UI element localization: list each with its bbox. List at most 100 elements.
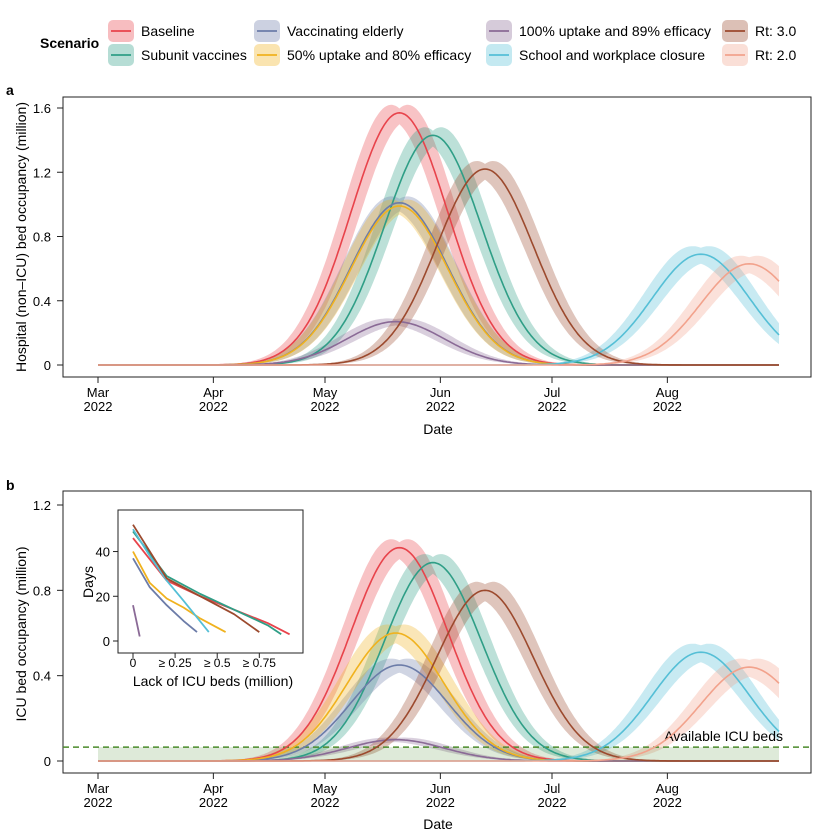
x-tick-label: 2022 [84,399,113,414]
panel-b-lines [98,546,780,762]
panel-a-label: a [6,82,14,98]
panel-a-lines [98,111,780,366]
inset-line-100-uptake-and-89-efficacy [132,605,141,637]
legend-item-50-uptake-and-80-efficacy: 50% uptake and 80% efficacy [254,44,471,66]
x-tick-label: Mar [87,781,110,796]
panel-a-y-axis: 0 0.4 0.8 1.2 1.6 [33,101,63,373]
y-tick-label: 0 [44,754,51,769]
inset-y-tick-label: 0 [103,634,110,649]
inset-x-tick-label: 0 [130,656,137,670]
x-tick-label: May [313,385,338,400]
x-tick-label: 2022 [426,795,455,810]
x-tick-label: 2022 [653,795,682,810]
legend: Scenario Baseline Subunit vaccines Vaccina… [40,20,796,66]
inset-x-tick-label: ≥ 0.75 [243,656,277,670]
inset-x-tick-label: ≥ 0.25 [158,656,192,670]
band-baseline [98,539,779,761]
legend-item-vaccinating-elderly: Vaccinating elderly [254,20,403,42]
x-tick-label: Apr [203,385,224,400]
y-tick-label: 0.8 [33,583,51,598]
x-tick-label: Jun [430,385,451,400]
legend-label: Baseline [141,23,195,39]
band-rt-3-0 [98,581,779,761]
legend-item-baseline: Baseline [108,20,195,42]
inset-x-tick-label: ≥ 0.5 [204,656,231,670]
panel-b-ylabel: ICU bed occupancy (million) [13,546,29,721]
panel-b-x-axis: Mar2022Apr2022May2022Jun2022Jul2022Aug20… [84,773,682,810]
x-tick-label: 2022 [426,399,455,414]
x-tick-label: Aug [656,385,679,400]
legend-label: Subunit vaccines [141,47,247,63]
panel-a-xlabel: Date [423,421,453,437]
x-tick-label: 2022 [199,399,228,414]
inset-axes: 0 20 40 0 ≥ 0.25 ≥ 0.5 ≥ 0.75 [96,545,277,670]
x-tick-label: Jul [544,781,561,796]
x-tick-label: Jul [544,385,561,400]
y-tick-label: 1.2 [33,498,51,513]
panel-b-label: b [6,477,15,493]
x-tick-label: 2022 [199,795,228,810]
y-tick-label: 1.2 [33,165,51,180]
inset-line-school-and-workplace-closure [132,528,210,633]
panel-a-x-axis: Mar2022Apr2022May2022Jun2022Jul2022Aug20… [84,377,682,414]
legend-label: 100% uptake and 89% efficacy [519,23,711,39]
band-school-and-workplace-closure [98,246,779,365]
inset-line-rt-3-0 [132,524,260,633]
x-tick-label: Apr [203,781,224,796]
threshold-area [98,747,779,761]
inset-y-tick-label: 20 [96,589,110,604]
panel-b-y-axis: 0 0.4 0.8 1.2 [33,498,63,769]
x-tick-label: Aug [656,781,679,796]
band-rt-3-0 [98,161,779,365]
x-tick-label: 2022 [538,399,567,414]
y-tick-label: 1.6 [33,101,51,116]
inset: 0 20 40 0 ≥ 0.25 ≥ 0.5 ≥ 0.75 Lack of ICU beds… [80,509,304,689]
y-tick-label: 0.4 [33,294,51,309]
panel-a: a 00.40.81.21.6 Mar2022Apr2022May2022Jun… [6,82,812,437]
inset-line-50-uptake-and-80-efficacy [132,551,227,633]
x-tick-label: Mar [87,385,110,400]
band-100-uptake-and-89-efficacy [98,318,779,365]
legend-label: Rt: 2.0 [755,47,796,63]
band-vaccinating-elderly [98,196,779,365]
legend-item-rt-2-0: Rt: 2.0 [722,44,796,66]
legend-label: 50% uptake and 80% efficacy [287,47,471,63]
panel-b: b 00.40.81.2 Mar2022Apr2022May2022Jun202… [6,477,812,832]
x-tick-label: 2022 [538,795,567,810]
inset-lines [132,524,291,637]
x-tick-label: 2022 [84,795,113,810]
x-tick-label: 2022 [653,399,682,414]
band-100-uptake-and-89-efficacy [98,737,779,761]
band-vaccinating-elderly [98,658,779,761]
x-tick-label: May [313,781,338,796]
y-tick-label: 0.4 [33,669,51,684]
line-rt-2-0 [98,666,780,762]
legend-item-subunit-vaccines: Subunit vaccines [108,44,247,66]
x-tick-label: Jun [430,781,451,796]
inset-line-vaccinating-elderly [132,557,198,633]
threshold-label: Available ICU beds [664,728,783,744]
band-baseline [98,104,779,366]
inset-xlabel: Lack of ICU beds (million) [133,673,293,689]
legend-item-rt-3-0: Rt: 3.0 [722,20,796,42]
panel-a-ylabel: Hospital (non–ICU) bed occupancy (millio… [13,102,29,372]
band-50-uptake-and-80-efficacy [98,199,779,365]
inset-y-tick-label: 40 [96,545,110,560]
legend-item-100-uptake-and-89-efficacy: 100% uptake and 89% efficacy [486,20,711,42]
inset-ylabel: Days [80,566,96,598]
legend-label: School and workplace closure [519,47,705,63]
panel-b-xlabel: Date [423,816,453,832]
y-tick-label: 0.8 [33,230,51,245]
panel-a-bands [98,104,779,366]
legend-label: Vaccinating elderly [287,23,403,39]
panel-b-frame [62,490,812,774]
y-tick-label: 0 [44,358,51,373]
legend-item-school-and-workplace-closure: School and workplace closure [486,44,705,66]
legend-items: Baseline Subunit vaccines Vaccinating elde… [108,20,796,66]
x-tick-label: 2022 [311,795,340,810]
line-rt-2-0 [98,262,780,366]
x-tick-label: 2022 [311,399,340,414]
legend-label: Rt: 3.0 [755,23,796,39]
legend-title: Scenario [40,35,99,51]
